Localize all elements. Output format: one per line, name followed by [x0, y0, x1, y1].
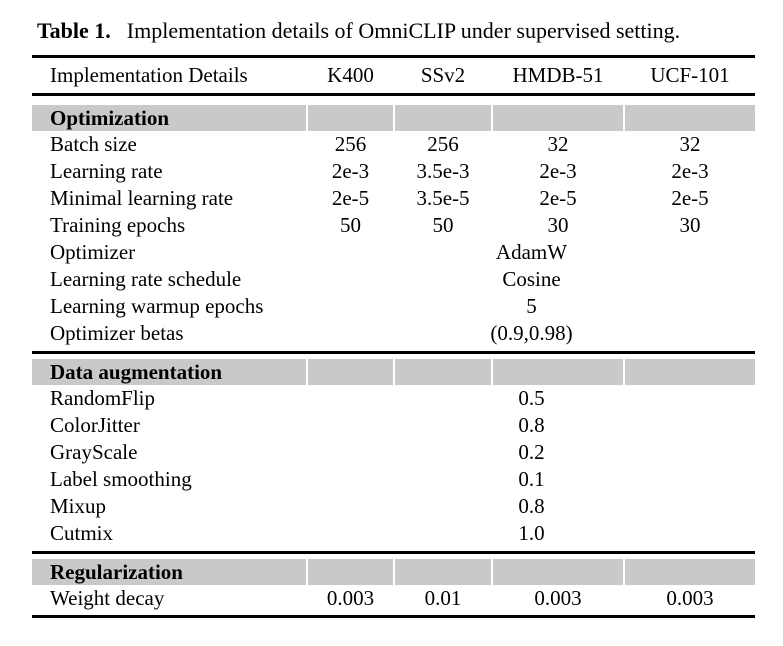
cell-span-value: 1.0	[518, 521, 545, 545]
table-row: Weight decay 0.003 0.01 0.003 0.003	[32, 585, 755, 612]
row-label: Weight decay	[50, 586, 165, 610]
column-header-implementation-details: Implementation Details	[50, 63, 248, 87]
section-band-cell	[395, 559, 491, 585]
table-caption-label: Table 1.	[37, 18, 111, 43]
section-rule	[32, 351, 755, 354]
table-caption-text: Implementation details of OmniCLIP under…	[126, 18, 681, 43]
cell-value: 3.5e-5	[416, 186, 470, 210]
implementation-table: Implementation Details K400 SSv2 HMDB-51…	[32, 55, 755, 618]
section-header-optimization: Optimization	[32, 105, 755, 131]
table-row: Learning rate schedule Cosine	[32, 266, 755, 293]
table-row: Learning rate 2e-3 3.5e-3 2e-3 2e-3	[32, 158, 755, 185]
table-row: Label smoothing 0.1	[32, 466, 755, 493]
cell-value: 0.003	[326, 586, 375, 610]
header-rule	[32, 93, 755, 96]
section-title: Optimization	[32, 105, 306, 131]
cell-value: 2e-5	[539, 186, 577, 210]
cell-value: 50	[432, 213, 454, 237]
section-rule	[32, 551, 755, 554]
section-band-cell	[308, 105, 393, 131]
cell-value: 0.003	[534, 586, 582, 610]
cell-span-value: 0.5	[518, 386, 545, 410]
section-band-cell	[308, 559, 393, 585]
top-rule	[32, 55, 755, 58]
cell-value: 0.01	[424, 586, 462, 610]
section-band-cell	[493, 559, 623, 585]
cell-value: 2e-3	[539, 159, 577, 183]
cell-value: 2e-3	[331, 159, 370, 183]
row-label: Learning warmup epochs	[50, 294, 264, 318]
row-label: Learning rate schedule	[50, 267, 242, 291]
table-row: GrayScale 0.2	[32, 439, 755, 466]
column-header-ssv2: SSv2	[420, 63, 466, 87]
table-row: Optimizer betas (0.9,0.98)	[32, 320, 755, 347]
cell-span-value: 0.1	[518, 467, 545, 491]
cell-value: 30	[679, 213, 701, 237]
cell-value: 256	[334, 132, 367, 156]
row-label: Cutmix	[50, 521, 114, 545]
section-title: Regularization	[32, 559, 306, 585]
row-label: Optimizer betas	[50, 321, 184, 345]
cell-span-value: 0.2	[518, 440, 545, 464]
row-label: Batch size	[50, 132, 137, 156]
cell-value: 32	[679, 132, 701, 156]
cell-value: 0.003	[666, 586, 714, 610]
row-label: Training epochs	[50, 213, 186, 237]
section-band-cell	[395, 359, 491, 385]
table-row: Optimizer AdamW	[32, 239, 755, 266]
section-band-cell	[493, 105, 623, 131]
column-header-ucf101: UCF-101	[650, 63, 730, 87]
cell-span-value: AdamW	[495, 240, 568, 264]
section-band-cell	[395, 105, 491, 131]
table-row: Mixup 0.8	[32, 493, 755, 520]
section-band-cell	[625, 559, 755, 585]
row-label: Learning rate	[50, 159, 163, 183]
row-label: Mixup	[50, 494, 107, 518]
section-header-regularization: Regularization	[32, 559, 755, 585]
section-title: Data augmentation	[32, 359, 306, 385]
section-header-data-augmentation: Data augmentation	[32, 359, 755, 385]
table-row: ColorJitter 0.8	[32, 412, 755, 439]
cell-span-value: (0.9,0.98)	[490, 321, 573, 345]
column-header-row: Implementation Details K400 SSv2 HMDB-51…	[32, 58, 755, 93]
cell-span-value: 0.8	[518, 494, 545, 518]
row-label: Minimal learning rate	[50, 186, 234, 210]
table-row: Cutmix 1.0	[32, 520, 755, 547]
table-row: RandomFlip 0.5	[32, 385, 755, 412]
row-label: RandomFlip	[50, 386, 156, 410]
row-label: GrayScale	[50, 440, 138, 464]
cell-span-value: 0.8	[518, 413, 545, 437]
column-header-k400: K400	[327, 63, 374, 87]
row-label: Label smoothing	[50, 467, 192, 491]
table-row: Batch size 256 256 32 32	[32, 131, 755, 158]
row-label: ColorJitter	[50, 413, 140, 437]
cell-value: 32	[547, 132, 569, 156]
cell-value: 3.5e-3	[416, 159, 470, 183]
cell-value: 2e-5	[671, 186, 709, 210]
table-caption: Table 1. Implementation details of OmniCL…	[0, 0, 783, 46]
cell-value: 50	[340, 213, 361, 237]
cell-value: 30	[547, 213, 569, 237]
cell-value: 2e-3	[671, 159, 709, 183]
table-row: Training epochs 50 50 30 30	[32, 212, 755, 239]
section-band-cell	[625, 105, 755, 131]
bottom-rule	[32, 615, 755, 618]
cell-span-value: 5	[526, 294, 537, 318]
cell-value: 2e-5	[331, 186, 370, 210]
table-row: Learning warmup epochs 5	[32, 293, 755, 320]
row-label: Optimizer	[50, 240, 136, 264]
section-band-cell	[625, 359, 755, 385]
column-header-hmdb51: HMDB-51	[512, 63, 604, 87]
cell-value: 256	[427, 132, 459, 156]
cell-span-value: Cosine	[502, 267, 561, 291]
section-band-cell	[493, 359, 623, 385]
section-band-cell	[308, 359, 393, 385]
table-row: Minimal learning rate 2e-5 3.5e-5 2e-5 2…	[32, 185, 755, 212]
